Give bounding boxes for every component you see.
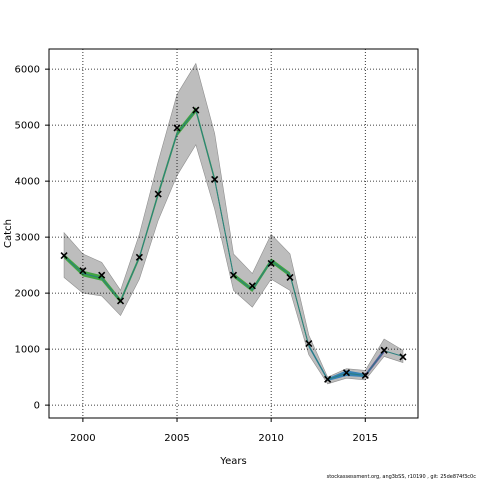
x-tick-label-2005: 2005 xyxy=(164,433,189,444)
observed-point-2011 xyxy=(286,273,294,282)
observed-point-2005 xyxy=(173,124,181,132)
y-axis-title: Catch xyxy=(3,219,14,248)
outer-confidence-band xyxy=(63,62,404,385)
estimate-lines xyxy=(63,108,404,381)
observed-point-2007 xyxy=(211,175,219,184)
y-tick-label-4000: 4000 xyxy=(15,177,40,188)
observed-point-2000 xyxy=(79,267,87,275)
grid-lines xyxy=(49,49,418,418)
axes: 2000 2005 2010 2015 0 1000 2000 3000 4000 5000 600… xyxy=(15,65,378,444)
plot-frame xyxy=(48,48,419,419)
observed-points xyxy=(60,106,407,383)
confidence-bands xyxy=(63,62,404,385)
x-axis-title: Years xyxy=(219,456,246,467)
observed-point-2015 xyxy=(361,371,369,380)
y-tick-label-6000: 6000 xyxy=(15,65,40,76)
observed-point-2014 xyxy=(342,369,351,377)
observed-point-2016 xyxy=(380,346,388,354)
y-tick-label-3000: 3000 xyxy=(15,233,40,244)
y-tick-label-0: 0 xyxy=(34,401,40,412)
estimate-line-1 xyxy=(63,108,404,381)
observed-point-2017 xyxy=(399,353,407,361)
inner-band-segment-1 xyxy=(64,107,309,348)
x-tick-label-2000: 2000 xyxy=(70,433,95,444)
observed-point-2004 xyxy=(154,190,162,198)
observed-point-2012 xyxy=(305,339,313,348)
observed-point-2003 xyxy=(135,253,143,261)
observed-point-2002 xyxy=(116,297,125,305)
y-tick-label-5000: 5000 xyxy=(15,121,40,132)
observed-point-2009 xyxy=(248,282,256,290)
x-tick-label-2015: 2015 xyxy=(353,433,378,444)
y-tick-label-2000: 2000 xyxy=(15,289,40,300)
observed-point-2006 xyxy=(192,106,200,114)
x-tick-label-2010: 2010 xyxy=(258,433,283,444)
observed-point-2010 xyxy=(267,259,275,268)
inner-band-segment-2 xyxy=(308,344,366,382)
observed-point-1999 xyxy=(60,252,68,260)
y-tick-label-1000: 1000 xyxy=(15,345,40,356)
footer-credit: stockassessment.org, ang3bSS, r10190 , g… xyxy=(327,474,477,480)
observed-point-2013 xyxy=(324,375,332,383)
observed-point-2001 xyxy=(98,271,106,279)
observed-point-2008 xyxy=(229,271,238,279)
